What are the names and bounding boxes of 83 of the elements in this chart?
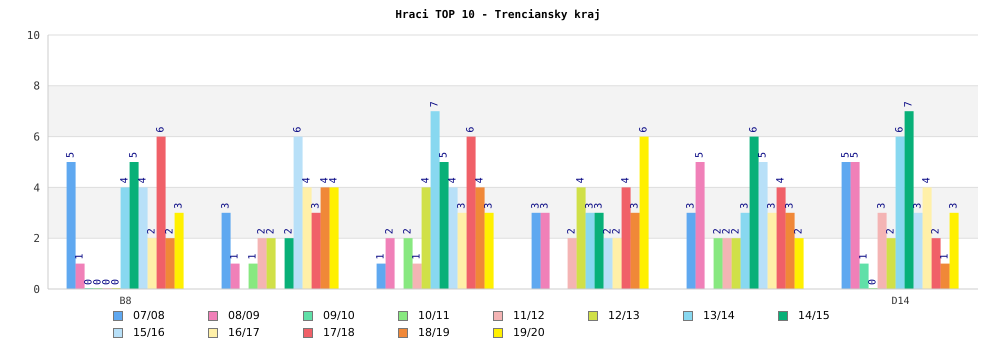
legend-label: 11/12 [513, 309, 545, 322]
data-label: 3 [784, 202, 796, 209]
data-label: 2 [886, 228, 897, 234]
data-label: 6 [748, 126, 760, 133]
legend-label: 12/13 [608, 309, 640, 322]
y-tick-label: 8 [33, 80, 40, 93]
data-label: 0 [868, 278, 879, 285]
data-label: 3 [310, 202, 322, 209]
legend-label: 15/16 [133, 326, 165, 339]
data-label: 2 [284, 228, 295, 234]
legend-label: 19/20 [513, 326, 545, 339]
y-tick-label: 0 [33, 282, 40, 296]
data-label: 2 [930, 228, 942, 234]
y-tick-label: 10 [26, 28, 40, 42]
data-label: 4 [420, 177, 432, 184]
x-tick-label: D14 [891, 296, 910, 308]
data-label: 7 [904, 101, 915, 108]
legend-label: 09/10 [323, 309, 355, 322]
data-label: 4 [138, 177, 149, 184]
data-label: 1 [376, 254, 387, 260]
data-label: 2 [384, 228, 396, 234]
data-label: 3 [456, 202, 468, 209]
data-label: 3 [174, 202, 185, 209]
data-label: 0 [110, 278, 122, 285]
y-tick-label: 6 [33, 130, 40, 144]
legend-label: 14/15 [798, 309, 830, 322]
y-tick-label: 4 [33, 181, 40, 194]
legend-label: 07/08 [133, 309, 165, 322]
data-label: 1 [248, 254, 259, 260]
data-label: 7 [430, 101, 441, 108]
data-label: 5 [128, 152, 140, 158]
data-label: 3 [630, 202, 641, 209]
legend-label: 17/18 [323, 326, 355, 339]
y-tick-label: 2 [33, 232, 40, 246]
data-label: 2 [266, 228, 277, 234]
data-label: 5 [758, 152, 769, 158]
legend-label: 08/09 [228, 309, 260, 322]
data-label: 2 [612, 228, 623, 234]
data-label: 3 [686, 202, 697, 209]
data-label: 5 [66, 152, 77, 158]
data-label: 3 [912, 202, 924, 209]
data-label: 6 [292, 126, 304, 133]
x-tick-label: B8 [119, 296, 132, 308]
data-label: 2 [566, 228, 578, 234]
data-label: 1 [940, 254, 951, 260]
chart-title: Hraci TOP 10 - Trenciansky kraj [394, 8, 602, 21]
data-label: 1 [230, 254, 241, 260]
data-label: 2 [164, 228, 176, 234]
data-label: 4 [474, 177, 486, 184]
data-label: 4 [302, 177, 313, 184]
data-label: 3 [876, 202, 888, 209]
data-label: 4 [620, 177, 632, 184]
data-label: 4 [576, 177, 587, 184]
data-label: 5 [850, 152, 861, 158]
data-label: 3 [594, 202, 605, 209]
data-label: 5 [694, 152, 706, 158]
data-label: 3 [540, 202, 551, 209]
data-label: 4 [328, 177, 340, 184]
legend-label: 10/11 [418, 309, 450, 322]
data-label: 1 [858, 254, 870, 260]
legend-label: 13/14 [703, 309, 735, 322]
data-label: 2 [402, 228, 414, 234]
data-label: 4 [776, 177, 787, 184]
data-label: 3 [766, 202, 778, 209]
data-label: 1 [412, 254, 423, 260]
data-label: 5 [438, 152, 450, 158]
legend-label: 16/17 [228, 326, 260, 339]
data-label: 6 [466, 126, 477, 133]
data-label: 3 [220, 202, 232, 209]
data-label: 2 [730, 228, 742, 234]
data-label: 6 [638, 126, 650, 133]
data-label: 6 [156, 126, 167, 133]
data-label: 3 [948, 202, 960, 209]
data-label: 4 [448, 177, 459, 184]
data-label: 1 [74, 254, 86, 260]
data-label: 3 [484, 202, 495, 209]
data-label: 2 [146, 228, 158, 234]
data-label: 4 [120, 177, 131, 184]
data-label: 6 [894, 126, 906, 133]
data-label: 2 [794, 228, 805, 234]
data-label: 3 [740, 202, 751, 209]
legend-label: 18/19 [418, 326, 450, 339]
data-label: 4 [922, 177, 933, 184]
